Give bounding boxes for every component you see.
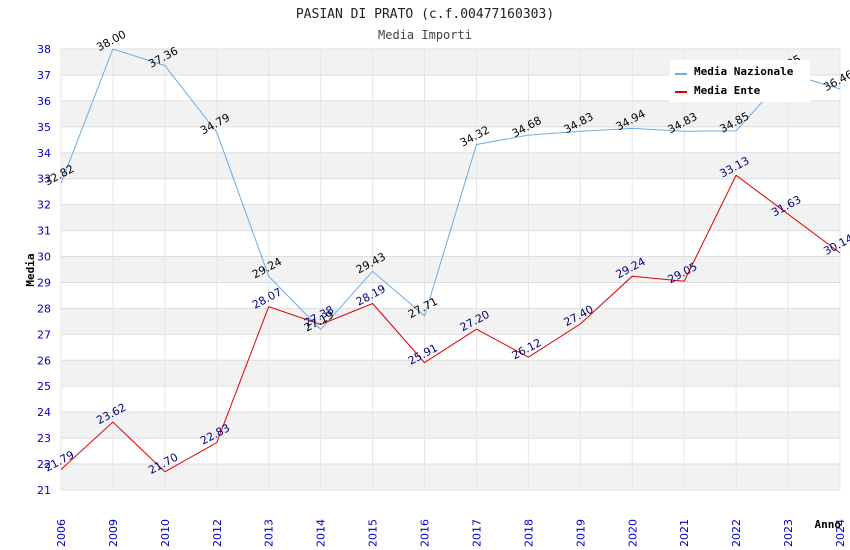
x-tick-label: 2018 (522, 519, 535, 547)
x-tick-label: 2022 (730, 519, 743, 547)
x-tick-label: 2009 (107, 519, 120, 547)
y-tick-label: 33 (37, 173, 51, 186)
x-tick-label: 2023 (782, 519, 795, 547)
x-tick-label: 2012 (211, 519, 224, 547)
chart-title: PASIAN DI PRATO (c.f.00477160303) (296, 7, 554, 22)
series-line-1 (60, 174, 841, 473)
x-tick-label: 2019 (574, 519, 587, 547)
y-tick-label: 22 (37, 458, 51, 471)
legend: Media Nazionale Media Ente (670, 60, 810, 102)
y-tick-label: 34 (37, 147, 51, 160)
grid-band (61, 100, 840, 127)
y-tick-label: 32 (37, 199, 51, 212)
y-tick-label: 37 (37, 69, 51, 82)
y-tick-label: 24 (37, 406, 51, 419)
x-tick-label: 2015 (367, 519, 380, 547)
grid-band (61, 412, 840, 439)
grid-band (61, 334, 840, 361)
grid-band (61, 256, 840, 283)
y-tick-label: 25 (37, 380, 51, 393)
y-tick-label: 26 (37, 354, 51, 367)
series-lines (60, 48, 841, 473)
x-tick-label: 2024 (834, 519, 847, 547)
y-tick-label: 30 (37, 251, 51, 264)
grid-bands (60, 48, 841, 491)
y-axis-label: Media (24, 253, 37, 286)
x-tick-label: 2013 (263, 519, 276, 547)
legend-box (670, 60, 810, 102)
grid-band (61, 282, 840, 309)
y-tick-label: 23 (37, 432, 51, 445)
x-axis-label: Anno (815, 518, 842, 531)
grid-band (61, 308, 840, 335)
series-line-0 (60, 48, 841, 331)
grid-band (61, 230, 840, 257)
grid-band (61, 386, 840, 413)
y-tick-label: 21 (37, 484, 51, 497)
chart-subtitle: Media Importi (378, 28, 472, 42)
y-tick-label: 28 (37, 302, 51, 315)
x-tick-label: 2010 (159, 519, 172, 547)
grid-band (61, 152, 840, 179)
y-tick-label: 35 (37, 121, 51, 134)
x-tick-label: 2020 (626, 519, 639, 547)
grid-band (61, 438, 840, 465)
x-tick-label: 2016 (419, 519, 432, 547)
y-tick-label: 27 (37, 328, 51, 341)
y-axis-ticks: 21 22 23 24 25 26 27 28 29 30 31 32 33 34 35 36 37 38 (37, 43, 51, 497)
x-axis-ticks: 2006 2009 2010 2012 2013 2014 2015 2016 2017 2018… (55, 519, 847, 547)
y-tick-label: 38 (37, 43, 51, 56)
y-tick-label: 36 (37, 95, 51, 108)
y-tick-label: 31 (37, 225, 51, 238)
grid-band (61, 360, 840, 387)
x-tick-label: 2017 (470, 519, 483, 547)
legend-label-ente: Media Ente (694, 84, 761, 97)
x-tick-label: 2021 (678, 519, 691, 547)
grid-band (61, 464, 840, 490)
x-tick-label: 2014 (315, 519, 328, 547)
legend-label-nazionale: Media Nazionale (694, 65, 794, 78)
grid-band (61, 204, 840, 231)
y-tick-label: 29 (37, 276, 51, 289)
x-tick-label: 2006 (55, 519, 68, 547)
grid-band (61, 178, 840, 205)
